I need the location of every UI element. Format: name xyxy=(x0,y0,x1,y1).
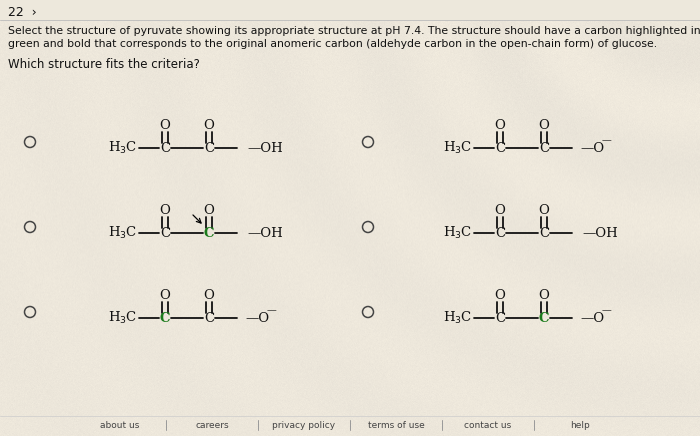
Text: Select the structure of pyruvate showing its appropriate structure at pH 7.4. Th: Select the structure of pyruvate showing… xyxy=(8,26,700,36)
Text: O: O xyxy=(160,204,170,217)
Text: O: O xyxy=(160,289,170,302)
Text: C: C xyxy=(539,142,549,154)
Text: privacy policy: privacy policy xyxy=(272,420,335,429)
Text: C: C xyxy=(204,311,214,324)
Text: O: O xyxy=(538,119,550,132)
Text: H$_3$C: H$_3$C xyxy=(443,310,473,326)
Text: C: C xyxy=(204,226,214,239)
Text: terms of use: terms of use xyxy=(368,420,424,429)
Text: C: C xyxy=(495,226,505,239)
Text: —: — xyxy=(602,136,612,146)
Text: O: O xyxy=(204,119,214,132)
Text: about us: about us xyxy=(100,420,140,429)
Text: C: C xyxy=(539,311,550,324)
Text: C: C xyxy=(539,226,549,239)
Text: —: — xyxy=(602,307,612,316)
Text: O: O xyxy=(538,289,550,302)
Text: C: C xyxy=(160,311,170,324)
Text: H$_3$C: H$_3$C xyxy=(108,140,138,156)
Text: H$_3$C: H$_3$C xyxy=(443,140,473,156)
Text: O: O xyxy=(204,204,214,217)
Text: Which structure fits the criteria?: Which structure fits the criteria? xyxy=(8,58,200,71)
Text: H$_3$C: H$_3$C xyxy=(443,225,473,241)
Text: —O: —O xyxy=(245,311,269,324)
Text: C: C xyxy=(495,142,505,154)
Text: H$_3$C: H$_3$C xyxy=(108,225,138,241)
Text: —OH: —OH xyxy=(247,142,283,154)
Text: C: C xyxy=(495,311,505,324)
Text: —OH: —OH xyxy=(247,226,283,239)
Text: O: O xyxy=(160,119,170,132)
Text: —O: —O xyxy=(580,142,604,154)
Text: C: C xyxy=(204,142,214,154)
Text: 22  ›: 22 › xyxy=(8,7,36,20)
Text: C: C xyxy=(160,226,170,239)
Text: O: O xyxy=(204,289,214,302)
FancyBboxPatch shape xyxy=(0,0,700,20)
Text: O: O xyxy=(495,119,505,132)
Text: —O: —O xyxy=(580,311,604,324)
Text: contact us: contact us xyxy=(464,420,512,429)
Text: careers: careers xyxy=(195,420,229,429)
Text: help: help xyxy=(570,420,590,429)
Text: —OH: —OH xyxy=(582,226,617,239)
Text: O: O xyxy=(495,289,505,302)
Text: O: O xyxy=(538,204,550,217)
Text: H$_3$C: H$_3$C xyxy=(108,310,138,326)
Text: C: C xyxy=(160,142,170,154)
Text: O: O xyxy=(495,204,505,217)
Text: green and bold that corresponds to the original anomeric carbon (aldehyde carbon: green and bold that corresponds to the o… xyxy=(8,39,657,49)
Text: —: — xyxy=(267,307,276,316)
